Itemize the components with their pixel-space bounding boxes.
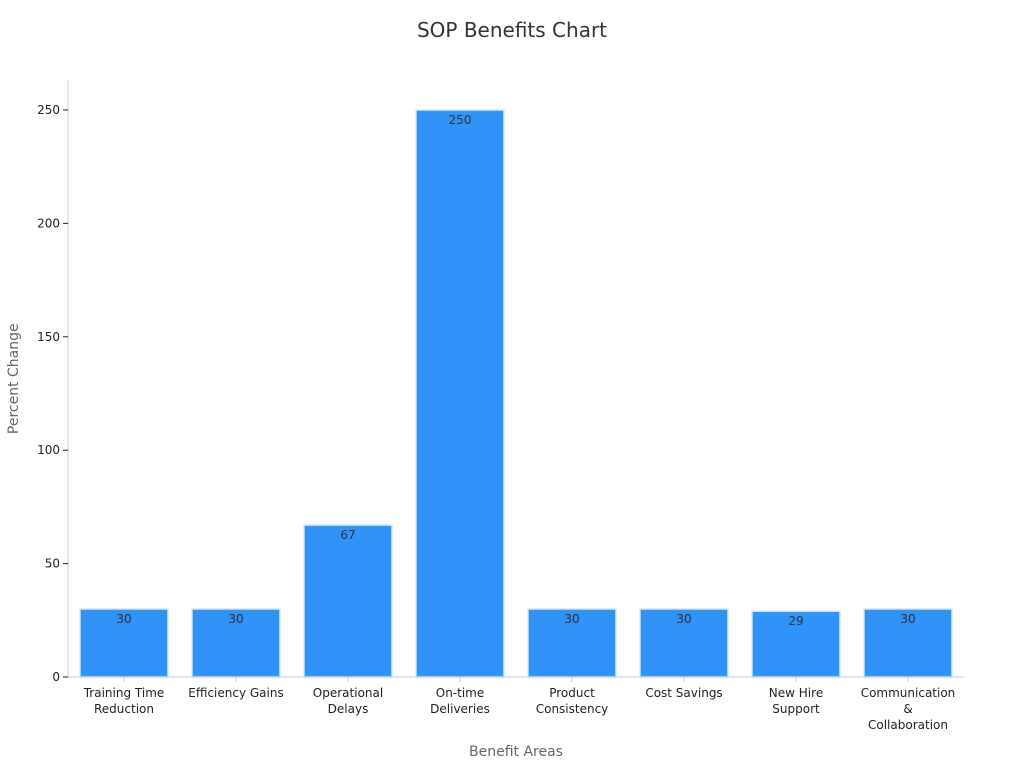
- data-label: 30: [676, 612, 691, 626]
- axes-layer: [63, 80, 964, 682]
- bar: [527, 608, 617, 678]
- bar: [415, 109, 505, 678]
- data-label: 30: [228, 612, 243, 626]
- x-tick-label: On-time Deliveries: [430, 686, 490, 716]
- x-tick-label-line: Training Time: [83, 686, 165, 700]
- x-tick-label-line: Delays: [328, 702, 369, 716]
- data-label: 250: [449, 113, 472, 127]
- bars-layer: [79, 109, 953, 678]
- y-axis-title: Percent Change: [6, 323, 22, 434]
- chart-title: SOP Benefits Chart: [416, 18, 608, 42]
- y-tick-label: 200: [37, 216, 60, 230]
- x-tick-label: New Hire Support: [769, 686, 823, 716]
- x-tick-label-line: Collaboration: [868, 718, 948, 732]
- x-tick-label-line: New Hire: [769, 686, 823, 700]
- bar: [79, 608, 169, 678]
- y-tick-label: 250: [37, 103, 60, 117]
- data-label: 29: [788, 614, 803, 628]
- x-tick-label-line: Product: [549, 686, 595, 700]
- x-tick-label: Training Time Reduction: [83, 686, 165, 716]
- labels-layer: 30 Training Time Reduction 30 Efficiency Gai…: [6, 103, 955, 760]
- y-tick-label: 0: [52, 670, 60, 684]
- x-tick-label-line: Reduction: [94, 702, 154, 716]
- x-tick-label: Product Consistency: [536, 686, 609, 716]
- x-tick-label: Cost Savings: [645, 686, 722, 700]
- x-tick-label: Operational Delays: [313, 686, 383, 716]
- x-tick-label-line: On-time: [436, 686, 485, 700]
- x-axis-title: Benefit Areas: [469, 744, 563, 760]
- y-tick-label: 150: [37, 330, 60, 344]
- x-tick-label-line: Cost Savings: [645, 686, 722, 700]
- x-tick-label-line: Efficiency Gains: [188, 686, 283, 700]
- bar: [191, 608, 281, 678]
- data-label: 30: [900, 612, 915, 626]
- x-tick-label-line: Operational: [313, 686, 383, 700]
- y-tick-label: 100: [37, 443, 60, 457]
- x-tick-label-line: Consistency: [536, 702, 609, 716]
- y-tick-label: 50: [45, 557, 60, 571]
- x-tick-label-line: Deliveries: [430, 702, 490, 716]
- bar: [303, 524, 393, 678]
- data-label: 67: [340, 528, 355, 542]
- x-tick-label: Efficiency Gains: [188, 686, 283, 700]
- x-tick-label: Communication & Collaboration: [861, 686, 956, 732]
- data-label: 30: [564, 612, 579, 626]
- x-tick-label-line: Support: [772, 702, 820, 716]
- x-tick-label-line: Communication: [861, 686, 956, 700]
- x-tick-label-line: &: [903, 702, 912, 716]
- data-label: 30: [116, 612, 131, 626]
